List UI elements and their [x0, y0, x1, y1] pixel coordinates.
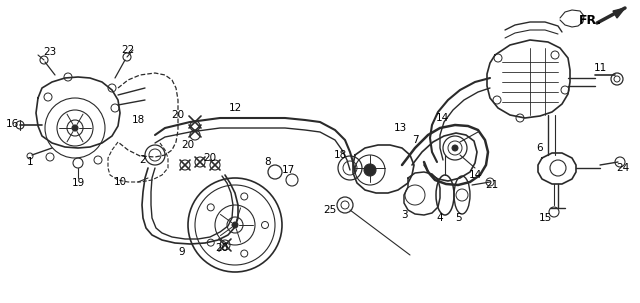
Text: 12: 12 — [228, 103, 242, 113]
Text: 20: 20 — [216, 243, 228, 253]
Text: 13: 13 — [394, 123, 406, 133]
Text: 20: 20 — [172, 110, 184, 120]
Text: 11: 11 — [593, 63, 607, 73]
Text: 6: 6 — [537, 143, 543, 153]
Polygon shape — [613, 8, 625, 18]
Text: 24: 24 — [616, 163, 630, 173]
Text: 3: 3 — [401, 210, 407, 220]
Text: 2: 2 — [140, 155, 147, 165]
Text: 18: 18 — [333, 150, 347, 160]
Text: 22: 22 — [122, 45, 134, 55]
Text: 14: 14 — [468, 170, 482, 180]
Text: 9: 9 — [179, 247, 186, 257]
Text: 19: 19 — [72, 178, 84, 188]
Text: 25: 25 — [323, 205, 337, 215]
Circle shape — [72, 125, 78, 131]
Text: 16: 16 — [5, 119, 19, 129]
Text: 20: 20 — [204, 153, 216, 163]
Text: 1: 1 — [27, 157, 33, 167]
Text: 8: 8 — [265, 157, 271, 167]
Text: 4: 4 — [436, 213, 444, 223]
Text: 14: 14 — [435, 113, 449, 123]
Text: 15: 15 — [538, 213, 552, 223]
Text: 10: 10 — [113, 177, 127, 187]
Text: 21: 21 — [485, 180, 499, 190]
Text: 17: 17 — [282, 165, 294, 175]
Text: 5: 5 — [454, 213, 461, 223]
Text: FR.: FR. — [579, 14, 602, 26]
Circle shape — [232, 222, 238, 228]
Text: 7: 7 — [412, 135, 419, 145]
Text: 20: 20 — [181, 140, 195, 150]
Circle shape — [452, 145, 458, 151]
Text: 18: 18 — [131, 115, 145, 125]
Circle shape — [364, 164, 376, 176]
Text: 23: 23 — [44, 47, 56, 57]
